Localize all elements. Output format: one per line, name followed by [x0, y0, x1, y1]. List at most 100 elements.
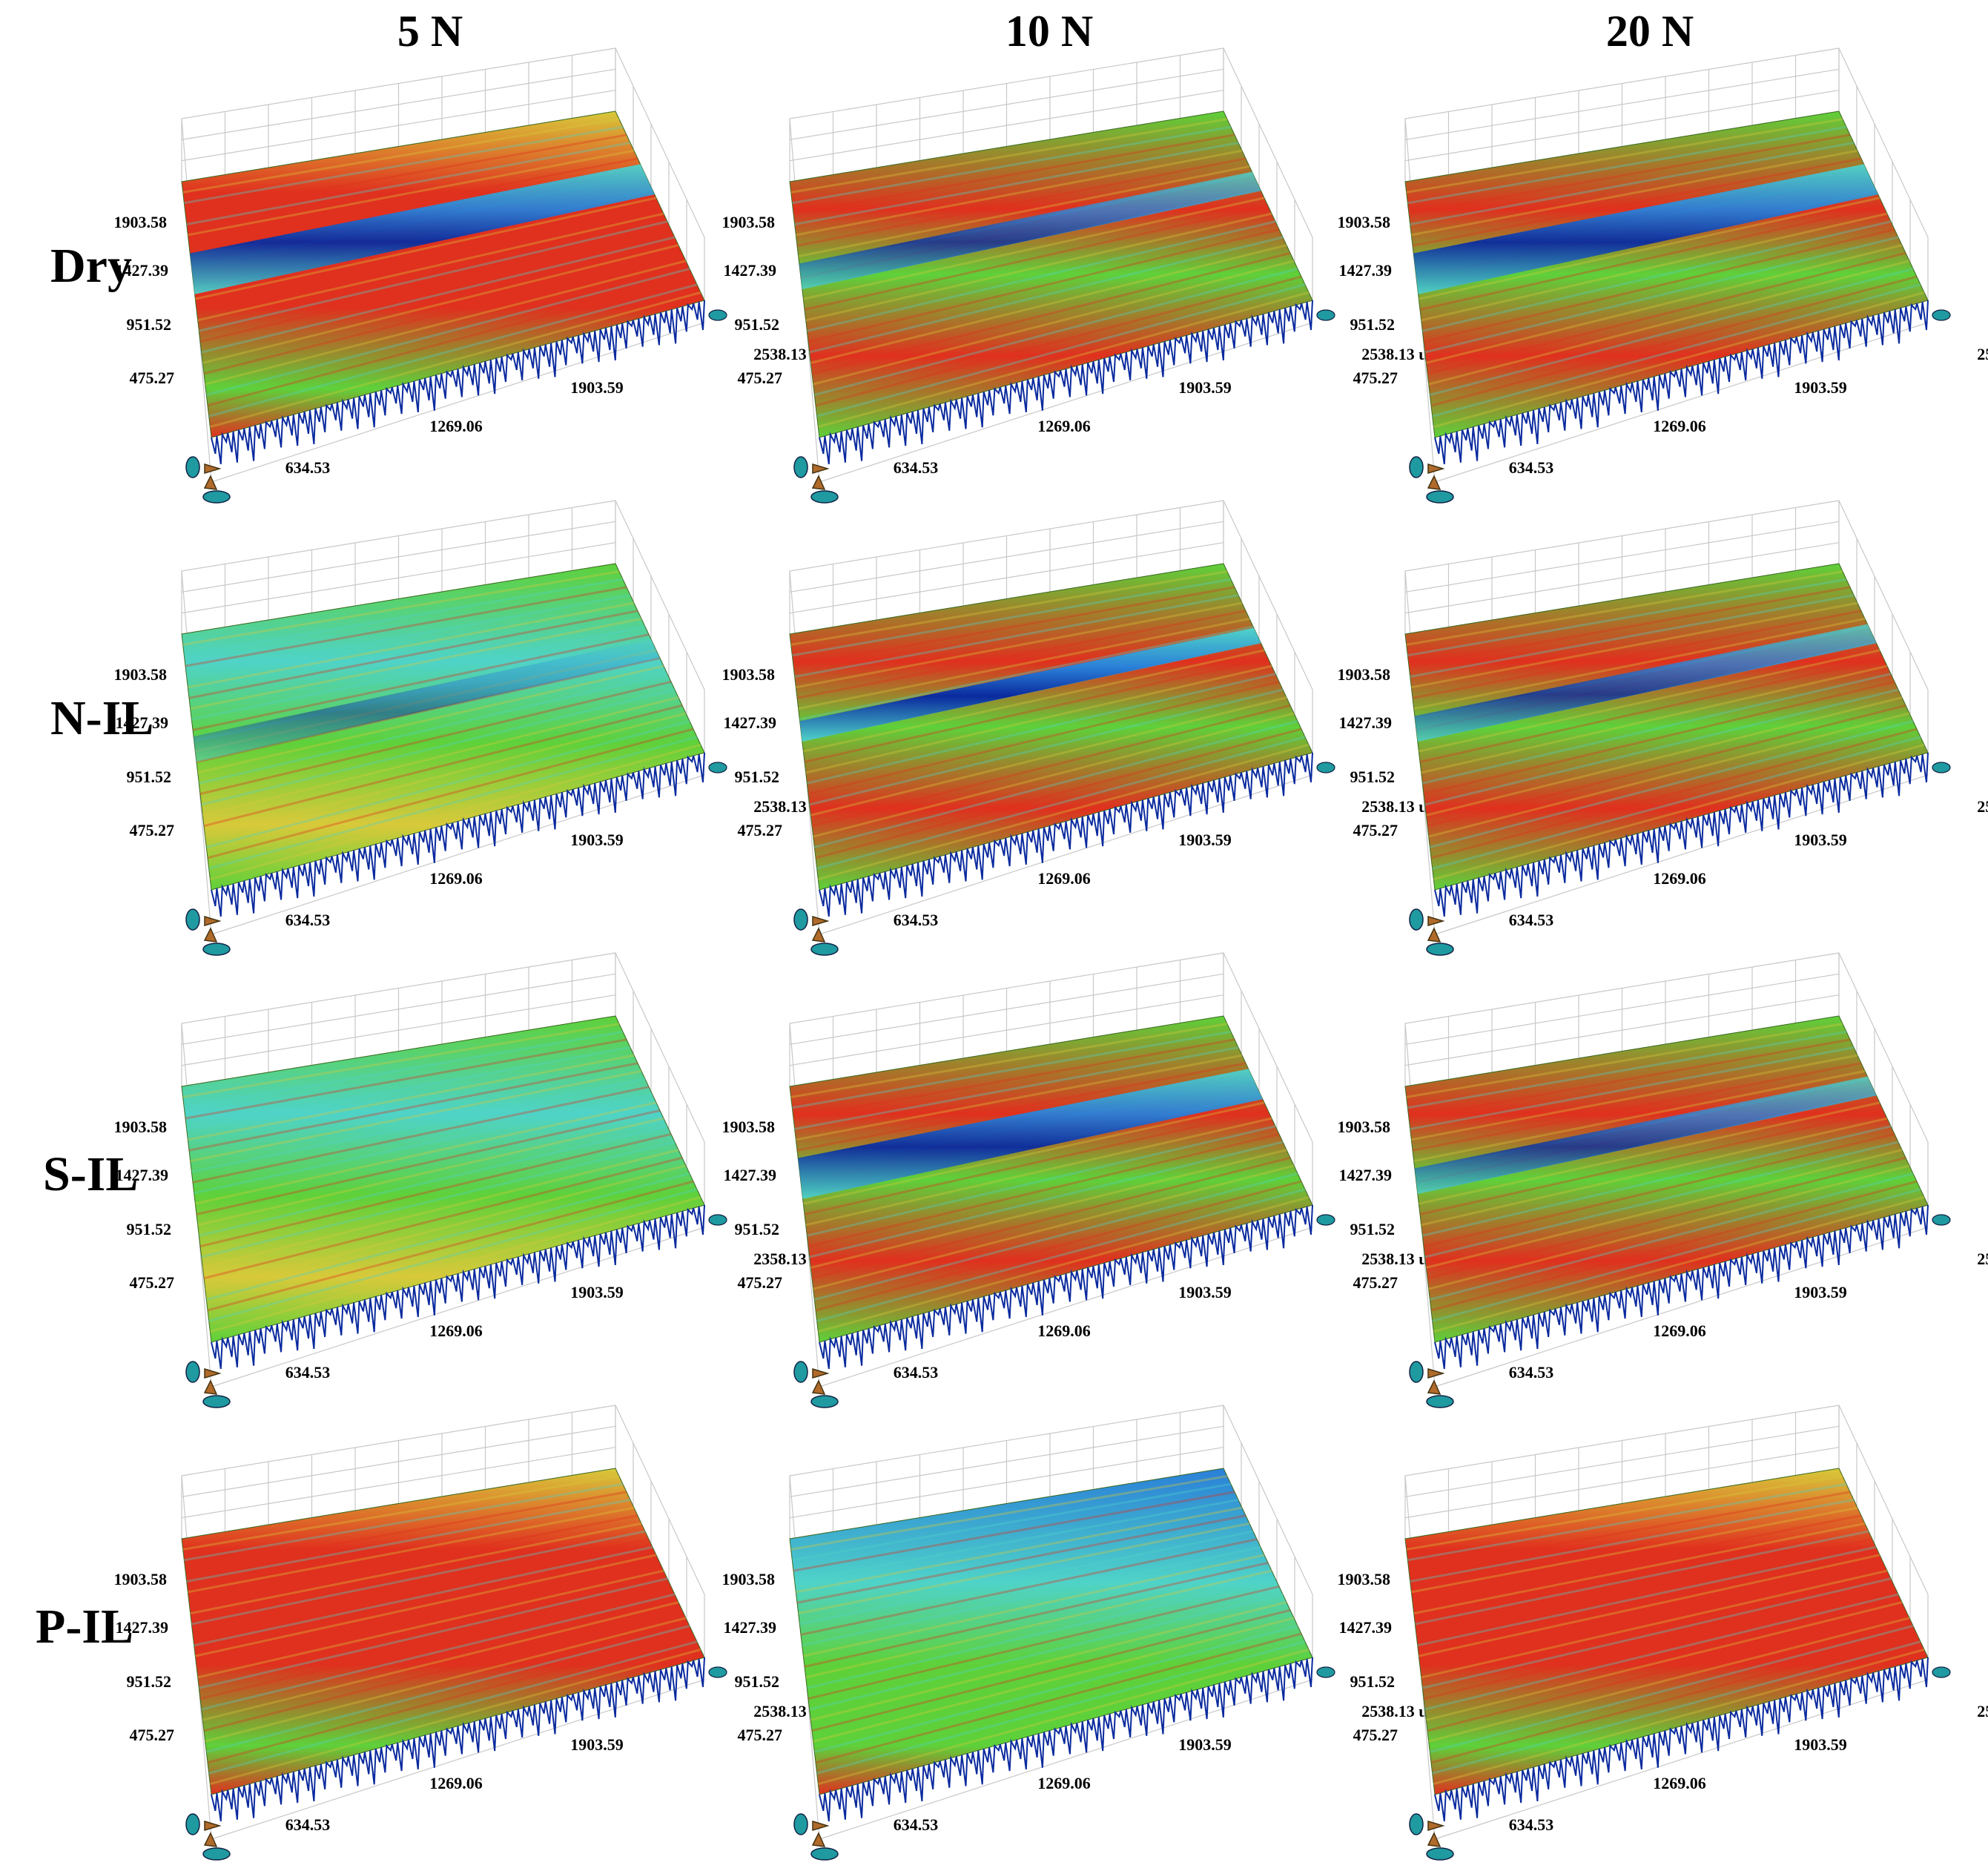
edge-roughness — [1434, 1204, 1929, 1370]
y-tick-label: 1427.39 — [724, 1618, 777, 1637]
orientation-gizmo-icon — [1409, 456, 1454, 504]
edge-roughness — [819, 300, 1313, 465]
axis-marker-icon — [1932, 1666, 1951, 1678]
y-tick-label: 1903.58 — [114, 213, 168, 231]
y-tick-label: 475.27 — [1353, 821, 1398, 839]
x-tick-label: 1269.06 — [1653, 1321, 1706, 1340]
row-title: P-IL — [36, 1600, 133, 1654]
axis-marker-icon — [1932, 1214, 1951, 1226]
x-tick-label: 1903.59 — [570, 1283, 624, 1301]
x-tick-label: 1269.06 — [1653, 869, 1706, 888]
y-tick-label: 475.27 — [130, 821, 175, 839]
x-tick-label: 634.53 — [1509, 458, 1554, 477]
edge-roughness — [1434, 300, 1929, 465]
y-tick-label: 475.27 — [738, 369, 783, 387]
surface-texture — [182, 1475, 701, 1786]
orientation-gizmo-icon — [185, 908, 231, 956]
surface-texture — [790, 1475, 1310, 1786]
orientation-gizmo-icon — [793, 456, 839, 504]
profile-panel: 1903.58 1427.39 951.52 475.27 634.53 1269.06 1… — [114, 500, 833, 956]
x-tick-label: 2538.13 um — [1977, 1250, 1988, 1268]
bounding-grid — [789, 952, 1313, 1387]
profile-panel: 1903.58 1427.39 951.52 475.27 634.53 1269.06 1… — [114, 47, 833, 504]
axis-marker-icon — [708, 309, 727, 321]
y-tick-label: 951.52 — [1350, 1672, 1396, 1691]
x-tick-label: 1903.59 — [1794, 1283, 1847, 1301]
x-tick-label: 634.53 — [1509, 911, 1554, 929]
profile-panel: 1903.58 1427.39 951.52 475.27 634.53 1269.06 1… — [722, 1405, 1442, 1861]
column-title: 5 N — [397, 7, 463, 56]
y-tick-label: 475.27 — [1353, 369, 1398, 387]
x-tick-label: 634.53 — [894, 458, 939, 477]
orientation-gizmo-icon — [793, 908, 839, 956]
y-tick-label: 951.52 — [1350, 1220, 1396, 1238]
x-tick-label: 1269.06 — [429, 1774, 483, 1792]
orientation-gizmo-icon — [793, 1813, 839, 1861]
axis-marker-icon — [1932, 762, 1951, 773]
axis-marker-icon — [708, 1214, 727, 1226]
edge-roughness — [819, 1204, 1313, 1370]
wear-track — [194, 639, 660, 762]
axis-marker-icon — [1316, 1666, 1335, 1678]
x-tick-label: 1269.06 — [1037, 1321, 1091, 1340]
x-tick-label: 1903.59 — [1794, 378, 1847, 397]
profile-panel: 1903.58 1427.39 951.52 475.27 634.53 1269.06 1… — [1338, 1405, 1988, 1861]
surface-texture — [790, 118, 1310, 429]
orientation-gizmo-icon — [1409, 908, 1454, 956]
y-tick-label: 475.27 — [738, 1273, 783, 1292]
y-tick-label: 1427.39 — [116, 1618, 169, 1637]
profile-panel: 1903.58 1427.39 951.52 475.27 634.53 1269.06 1… — [722, 47, 1442, 504]
y-tick-label: 1903.58 — [1338, 1570, 1391, 1588]
profile-panel: 1903.58 1427.39 951.52 475.27 634.53 1269.06 1… — [114, 1405, 833, 1861]
bounding-grid — [181, 500, 705, 935]
orientation-gizmo-icon — [1409, 1813, 1454, 1861]
x-tick-label: 2538.13 um — [1977, 797, 1988, 816]
y-tick-label: 475.27 — [130, 1726, 175, 1744]
y-tick-label: 1427.39 — [1339, 1166, 1393, 1184]
y-tick-label: 1427.39 — [116, 261, 169, 280]
y-tick-label: 1427.39 — [724, 1166, 777, 1184]
edge-roughness — [1434, 1657, 1929, 1822]
row-titles: Dry N-IL S-IL P-IL — [36, 239, 153, 1654]
column-titles: 5 N 10 N 20 N — [397, 7, 1694, 56]
x-tick-label: 1903.59 — [1794, 831, 1847, 849]
orientation-gizmo-icon — [185, 1813, 231, 1861]
y-tick-label: 475.27 — [130, 1273, 175, 1292]
x-tick-label: 1903.59 — [1794, 1735, 1847, 1754]
axis-marker-icon — [1316, 309, 1335, 321]
x-tick-label: 1903.59 — [1178, 831, 1232, 849]
y-tick-label: 951.52 — [127, 1672, 172, 1691]
x-tick-label: 634.53 — [1509, 1363, 1554, 1382]
surface-texture — [1406, 1475, 1925, 1786]
row-title: N-IL — [50, 691, 153, 745]
wear-track — [799, 171, 1261, 289]
edge-roughness — [211, 1204, 705, 1370]
y-tick-label: 475.27 — [738, 821, 783, 839]
x-tick-label: 1903.59 — [570, 831, 624, 849]
y-tick-label: 1427.39 — [1339, 1618, 1393, 1637]
y-tick-label: 951.52 — [1350, 768, 1396, 786]
y-tick-label: 951.52 — [127, 315, 172, 334]
y-tick-label: 475.27 — [1353, 1273, 1398, 1292]
y-tick-label: 475.27 — [130, 369, 175, 387]
x-tick-label: 1269.06 — [1653, 417, 1706, 435]
x-tick-label: 634.53 — [894, 1363, 939, 1382]
edge-roughness — [1434, 752, 1929, 917]
y-tick-label: 951.52 — [735, 1672, 780, 1691]
profile-panel: 1903.58 1427.39 951.52 475.27 634.53 1269.06 1… — [1338, 47, 1988, 504]
y-tick-label: 1427.39 — [1339, 261, 1393, 280]
wear-track — [799, 627, 1261, 742]
row-title: Dry — [50, 239, 132, 293]
profile-panel: 1903.58 1427.39 951.52 475.27 634.53 1269.06 1… — [1338, 952, 1988, 1408]
y-tick-label: 1903.58 — [722, 1118, 776, 1136]
y-tick-label: 951.52 — [127, 768, 172, 786]
x-tick-label: 1903.59 — [1178, 378, 1232, 397]
y-tick-label: 951.52 — [735, 315, 780, 334]
x-tick-label: 1903.59 — [570, 1735, 624, 1754]
axis-marker-icon — [708, 1666, 727, 1678]
y-tick-label: 1427.39 — [724, 713, 777, 732]
y-tick-label: 951.52 — [127, 1220, 172, 1238]
wear-track — [190, 164, 655, 294]
x-tick-label: 2538.13 um — [1977, 345, 1988, 363]
